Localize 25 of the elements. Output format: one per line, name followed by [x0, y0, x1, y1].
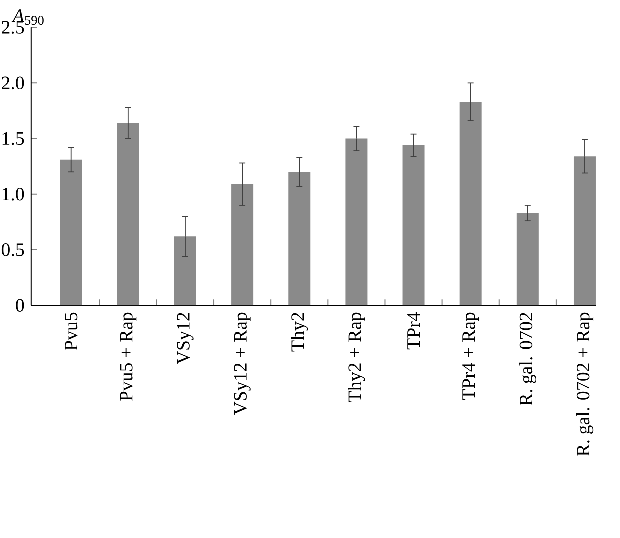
bar: [117, 123, 140, 306]
bar: [232, 184, 254, 306]
x-tick-label: VSy12 + Rap: [234, 312, 251, 416]
y-tick-label: 0.5: [2, 244, 24, 256]
y-tick-label: 1.0: [2, 188, 24, 201]
bar: [516, 213, 539, 306]
y-tick-label: 2.0: [2, 76, 24, 90]
y-tick-label: 0: [16, 299, 24, 312]
bar: [402, 145, 425, 306]
bar: [288, 172, 311, 306]
x-tick-label: Pvu5: [65, 312, 78, 350]
x-tick-label: VSy12: [177, 313, 194, 364]
x-tick-label: R. gal. 0702 + Rap: [576, 312, 594, 456]
x-tick-label: R. gal. 0702: [519, 313, 537, 406]
bar: [60, 160, 82, 306]
bar: [574, 156, 596, 306]
y-tick-label: 1.5: [2, 132, 24, 146]
x-tick-label: Thy2 + Rap: [348, 312, 366, 402]
x-tick-label: Pvu5 + Rap: [120, 312, 137, 402]
bar: [174, 236, 196, 306]
bar: [346, 138, 368, 306]
x-tick-label: TPr4 + Rap: [462, 312, 480, 400]
x-tick-label: TPr4: [408, 312, 420, 350]
x-tick-label: Thy2: [291, 313, 308, 352]
bar: [460, 102, 482, 306]
